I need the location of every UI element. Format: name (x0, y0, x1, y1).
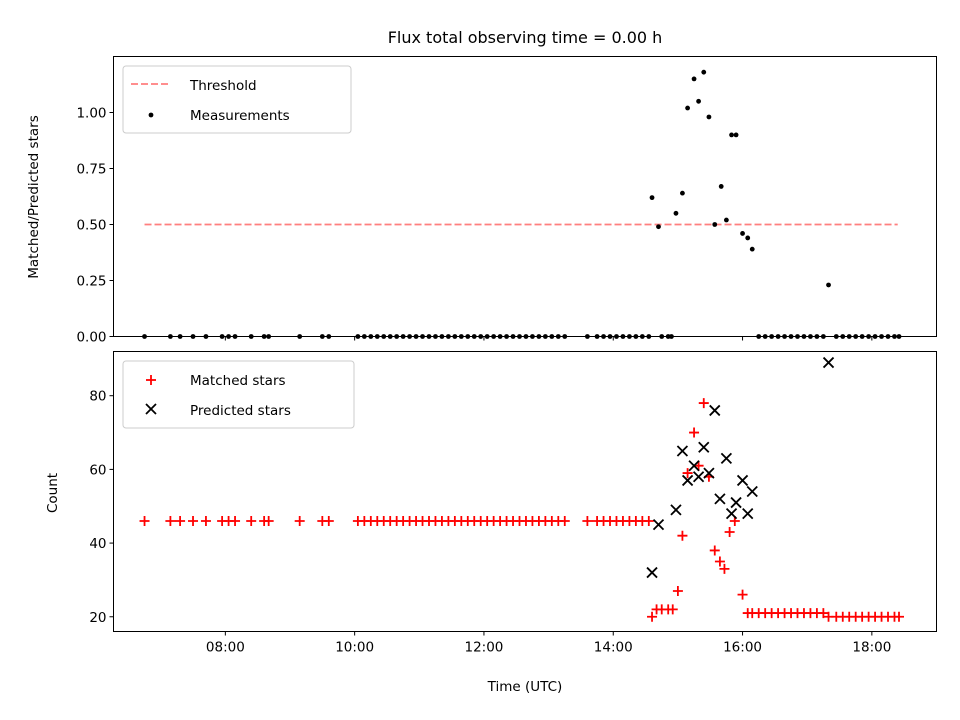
top-plot-frame (113, 56, 937, 337)
matched-stars-point (714, 556, 725, 567)
matched-stars-point (677, 530, 688, 541)
matched-stars-legend-label: Matched stars (190, 373, 286, 389)
matched-stars-point (724, 527, 735, 538)
measurements-point (718, 184, 724, 189)
matched-stars-point (643, 515, 654, 526)
measurements-point (656, 224, 661, 230)
bottom-plot-frame (113, 351, 937, 632)
x-tick-label: 18:00 (852, 640, 891, 656)
x-axis-label: Time (UTC) (487, 679, 563, 695)
predicted-stars-point (730, 496, 742, 509)
predicted-stars-point (681, 474, 694, 487)
matched-stars-point (165, 515, 176, 526)
matched-stars-point (263, 515, 274, 526)
predicted-stars-point (725, 507, 738, 520)
top-legend-box (122, 65, 352, 134)
chart-title: Flux total observing time = 0.00 h (388, 28, 663, 47)
measurements-point (749, 246, 755, 252)
bottom-y-tick-label: 40 (89, 536, 106, 552)
predicted-stars-point (709, 404, 721, 417)
predicted-stars-point (676, 445, 689, 457)
measurements-point (696, 98, 701, 104)
matched-stars-point (682, 468, 693, 479)
top-legend: Threshold Measurements (122, 65, 352, 134)
matched-stars-point (323, 515, 334, 526)
matched-stars-point (672, 585, 683, 596)
measurements-legend-label: Measurements (190, 108, 290, 124)
predicted-stars-point (822, 356, 835, 369)
matched-stars-legend-swatch (146, 375, 156, 385)
matched-stars-point (175, 515, 186, 526)
predicted-stars-point (688, 460, 700, 472)
matched-stars-point (894, 611, 905, 622)
predicted-stars-point (736, 474, 749, 487)
measurements-point (673, 210, 679, 216)
predicted-stars-point (692, 471, 705, 483)
predicted-stars-point (698, 441, 710, 453)
measurements-legend-swatch (148, 112, 154, 118)
matched-stars-point (294, 515, 305, 526)
top-y-tick-label: 1.00 (76, 106, 106, 122)
bottom-legend: Matched stars Predicted stars (122, 360, 355, 429)
matched-stars-point (200, 515, 211, 526)
matched-stars-point (559, 515, 570, 526)
matched-stars-point (647, 611, 658, 622)
measurements-point (826, 282, 831, 288)
matched-stars-point (737, 589, 748, 600)
predicted-stars-point (746, 485, 758, 498)
matched-stars-point (188, 515, 199, 526)
matched-stars-point (139, 515, 150, 526)
measurements-point (745, 235, 751, 241)
measurements-point (729, 132, 734, 138)
measurements-point (740, 231, 745, 236)
bottom-y-tick-label: 80 (89, 389, 106, 405)
x-tick-label: 10:00 (335, 640, 374, 656)
matched-stars-point (582, 515, 593, 526)
matched-stars-point (818, 608, 829, 619)
measurements-point (701, 69, 707, 75)
bottom-plot-area: 20 40 60 80 08:00 10:00 12:00 14:00 16:00 18:00 (89, 356, 905, 656)
matched-stars-point (246, 515, 257, 526)
top-y-tick-label: 0.75 (76, 162, 106, 178)
measurements-point (649, 195, 655, 201)
top-y-tick-label: 0.25 (76, 274, 106, 290)
measurements-point (691, 76, 697, 82)
bottom-legend-box (122, 360, 355, 429)
x-tick-label: 14:00 (594, 640, 633, 656)
measurements-point (685, 105, 690, 111)
matched-stars-point (709, 545, 720, 556)
predicted-stars-point (742, 507, 754, 520)
top-y-tick-label: 0.00 (76, 330, 106, 346)
matched-stars-point (719, 563, 730, 574)
predicted-stars-point (646, 566, 658, 579)
matched-stars-point (667, 604, 678, 615)
predicted-stars-point (703, 467, 715, 479)
predicted-stars-point (670, 504, 682, 516)
top-y-axis-label: Matched/Predicted stars (26, 115, 42, 278)
top-y-tick-label: 0.50 (76, 218, 106, 234)
top-panel: Flux total observing time = 0.00 h Match… (26, 28, 937, 346)
bottom-y-tick-label: 60 (89, 462, 106, 478)
matched-stars-point (230, 515, 241, 526)
threshold-legend-label: Threshold (189, 78, 257, 94)
x-tick-label: 08:00 (206, 640, 245, 656)
matched-stars-point (698, 398, 709, 409)
predicted-stars-point (720, 452, 733, 464)
bottom-y-axis-label: Count (45, 473, 61, 513)
x-tick-label: 16:00 (723, 640, 762, 656)
measurements-point (723, 217, 729, 223)
matched-stars-point (689, 427, 700, 438)
bottom-panel: Count Time (UTC) 20 40 60 80 08:00 10:00 12:00… (45, 351, 937, 695)
predicted-stars-legend-swatch (145, 403, 157, 415)
bottom-y-tick-label: 20 (89, 610, 106, 626)
x-tick-label: 12:00 (464, 640, 503, 656)
measurements-point (712, 222, 718, 227)
measurements-point (733, 132, 739, 138)
predicted-stars-legend-label: Predicted stars (190, 403, 291, 419)
predicted-stars-point (652, 519, 665, 531)
measurements-point (680, 190, 685, 196)
predicted-stars-point (714, 493, 726, 505)
measurements-point (706, 114, 712, 120)
